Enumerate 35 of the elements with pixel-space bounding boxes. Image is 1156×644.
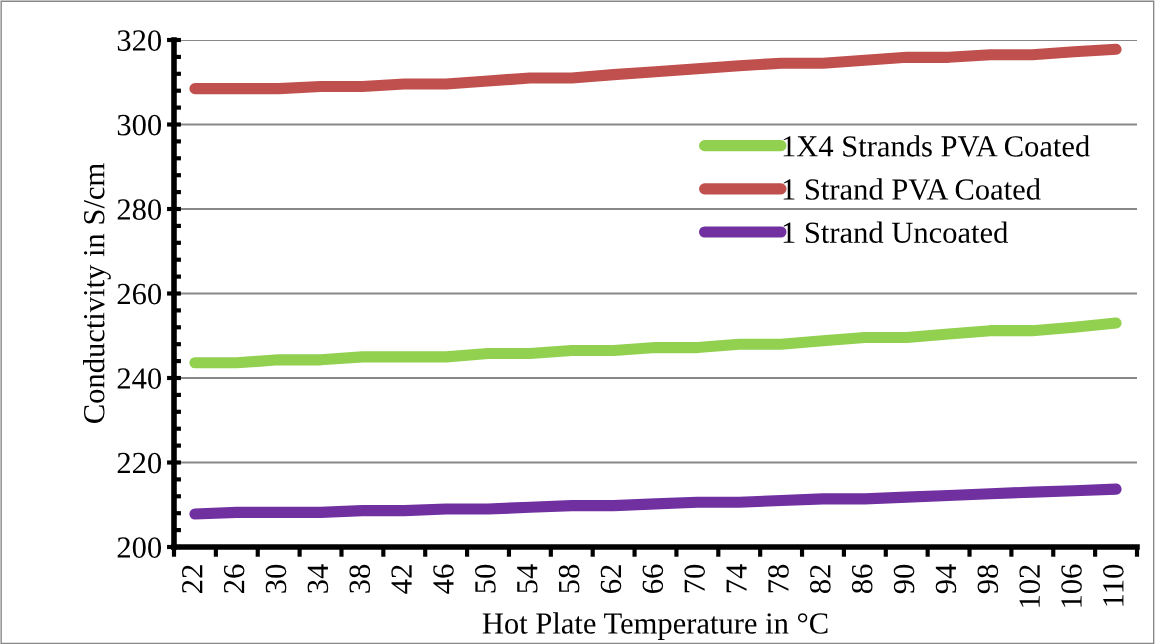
y-tick-label: 260 [117, 283, 162, 305]
x-tick-label: 102 [1019, 565, 1040, 607]
x-tick-label: 62 [600, 565, 622, 593]
x-tick-label: 26 [223, 564, 245, 593]
x-tick-label: 30 [265, 564, 287, 593]
y-axis-title: Conductivity in S/cm [83, 163, 111, 423]
x-tick-label: 82 [810, 565, 831, 594]
x-tick-label: 110 [1103, 564, 1124, 606]
x-tick-label: 42 [391, 565, 412, 594]
x-tick-label: 86 [851, 564, 873, 594]
x-tick-label: 78 [768, 564, 789, 593]
legend-label: 1 Strand PVA Coated [783, 178, 1041, 200]
x-tick-label: 98 [977, 564, 999, 594]
x-tick-label: 50 [475, 564, 496, 593]
y-tick-label: 280 [117, 199, 162, 220]
legend-label: 1 Strand Uncoated [783, 221, 1008, 244]
x-tick-label: 94 [935, 564, 957, 594]
x-tick-label: 70 [684, 564, 706, 593]
x-tick-label: 38 [349, 564, 371, 593]
y-tick-label: 240 [117, 368, 162, 389]
x-tick-label: 22 [182, 565, 203, 593]
x-tick-label: 106 [1061, 564, 1082, 607]
x-tick-label: 34 [307, 564, 329, 593]
x-tick-label: 66 [642, 564, 664, 593]
x-tick-label: 90 [893, 564, 915, 594]
x-tick-label: 54 [517, 564, 538, 593]
x-axis-title: Hot Plate Temperature in °C [482, 612, 828, 640]
x-tick-label: 58 [558, 564, 580, 593]
legend-label: 1X4 Strands PVA Coated [783, 135, 1090, 157]
y-tick-label: 200 [117, 537, 162, 558]
x-tick-label: 46 [433, 564, 454, 594]
x-tick-label: 74 [726, 564, 747, 593]
y-tick-label: 220 [117, 452, 162, 474]
y-tick-label: 320 [117, 30, 162, 51]
y-tick-label: 300 [117, 114, 162, 136]
